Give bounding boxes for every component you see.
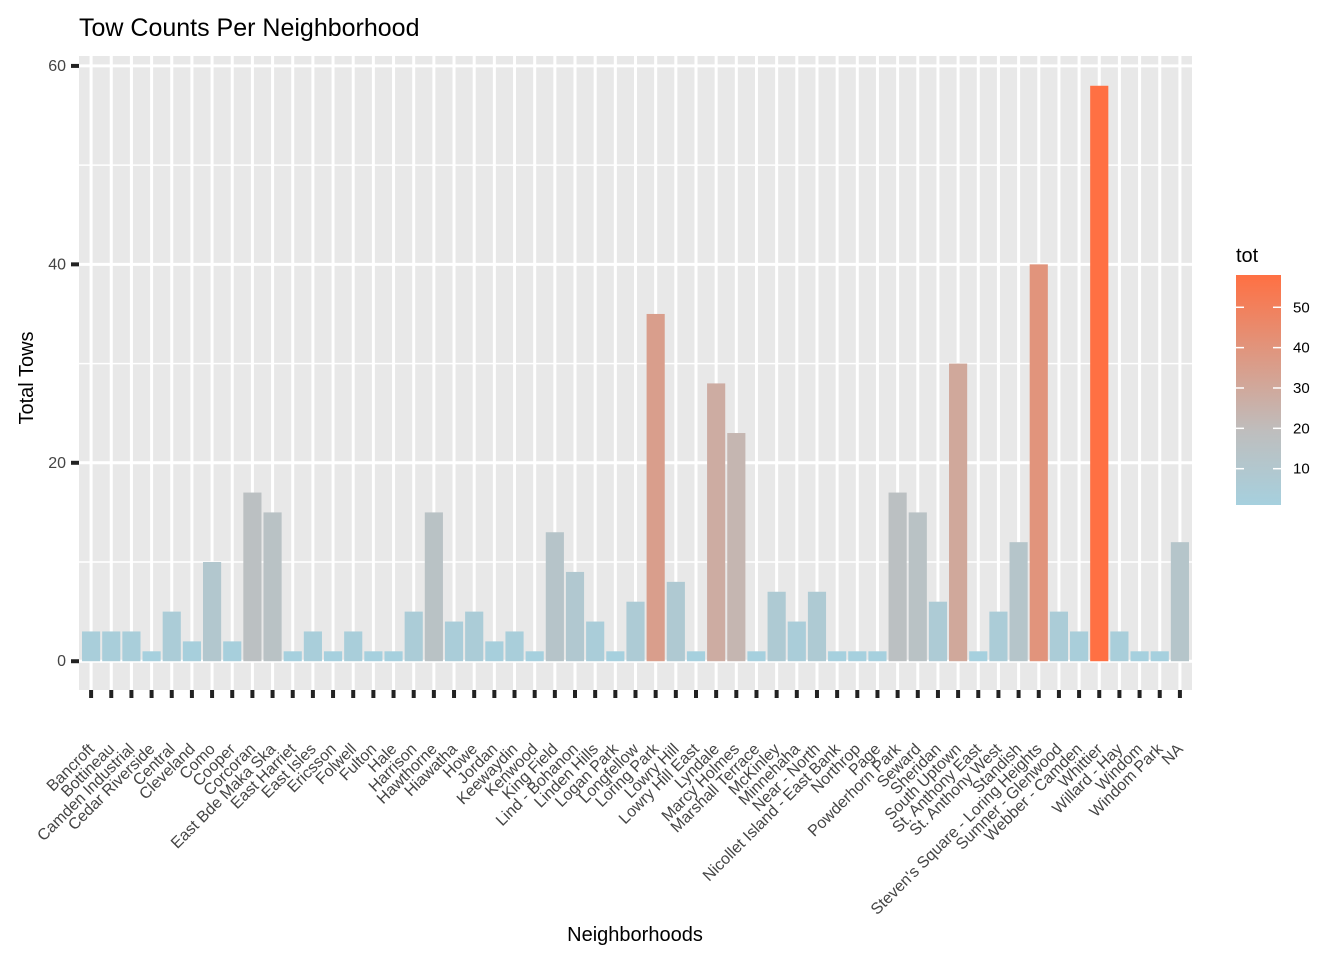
legend-colorbar	[1236, 275, 1281, 505]
chart-title: Tow Counts Per Neighborhood	[79, 14, 419, 42]
bar	[303, 631, 322, 662]
bar	[747, 651, 766, 662]
y-tick-label: 0	[57, 653, 66, 670]
legend-tick-label: 20	[1293, 420, 1310, 437]
bar	[1090, 85, 1109, 662]
bar	[686, 651, 706, 662]
bar	[323, 651, 343, 662]
bar	[203, 562, 222, 662]
bar	[767, 591, 786, 662]
bar	[949, 363, 968, 662]
x-tick-label: NA	[1159, 741, 1187, 769]
bar	[787, 621, 806, 662]
legend-ticks: 10 20 30 40 50	[1236, 299, 1310, 478]
bar	[142, 651, 161, 662]
bar	[1070, 631, 1089, 662]
bar	[868, 651, 887, 662]
bar	[908, 512, 927, 662]
bar	[505, 631, 524, 662]
bar	[1170, 542, 1189, 662]
bar	[404, 611, 423, 662]
bar	[102, 631, 121, 662]
bar	[888, 492, 907, 662]
bar	[545, 532, 564, 662]
y-tick-label: 40	[48, 256, 66, 273]
y-axis: 0 20 40 60	[48, 58, 79, 670]
bar	[1029, 264, 1048, 662]
y-tick-label: 60	[48, 58, 66, 75]
bars	[82, 85, 1189, 662]
bar	[122, 631, 141, 662]
bar	[384, 651, 403, 662]
bar	[1150, 651, 1169, 662]
bar	[1009, 542, 1028, 662]
bar	[727, 433, 746, 662]
legend-tick-label: 50	[1293, 299, 1310, 316]
bar	[989, 611, 1008, 662]
legend-tick-label: 40	[1293, 340, 1310, 357]
color-legend: tot 10 20 30 40 50	[1236, 245, 1310, 505]
bar	[969, 651, 988, 662]
bar	[565, 571, 585, 662]
bar	[707, 383, 726, 662]
bar	[1130, 651, 1149, 662]
legend-tick-label: 30	[1293, 380, 1310, 397]
bar	[807, 591, 827, 662]
legend-title: tot	[1236, 245, 1259, 267]
bar	[848, 651, 867, 662]
bar	[646, 313, 665, 662]
bar	[182, 641, 201, 662]
bar	[465, 611, 484, 662]
bar	[1110, 631, 1129, 662]
x-axis-label: Neighborhoods	[567, 924, 703, 946]
bar	[364, 651, 383, 662]
bar	[828, 651, 847, 662]
bar	[263, 512, 282, 662]
bar	[606, 651, 625, 662]
y-tick-label: 20	[48, 455, 66, 472]
bar	[485, 641, 504, 662]
bar	[243, 492, 262, 662]
bar	[1049, 611, 1068, 662]
legend-tick-label: 10	[1293, 461, 1310, 478]
bar	[283, 651, 302, 662]
bar	[82, 631, 101, 662]
y-axis-label: Total Tows	[16, 331, 38, 424]
bar	[928, 601, 948, 662]
bar	[344, 631, 363, 662]
bar	[162, 611, 181, 662]
bar	[223, 641, 242, 662]
bar	[444, 621, 464, 662]
bar	[586, 621, 605, 662]
bar	[525, 651, 544, 662]
bar	[666, 581, 685, 662]
bar	[424, 512, 443, 662]
bar	[626, 601, 645, 662]
